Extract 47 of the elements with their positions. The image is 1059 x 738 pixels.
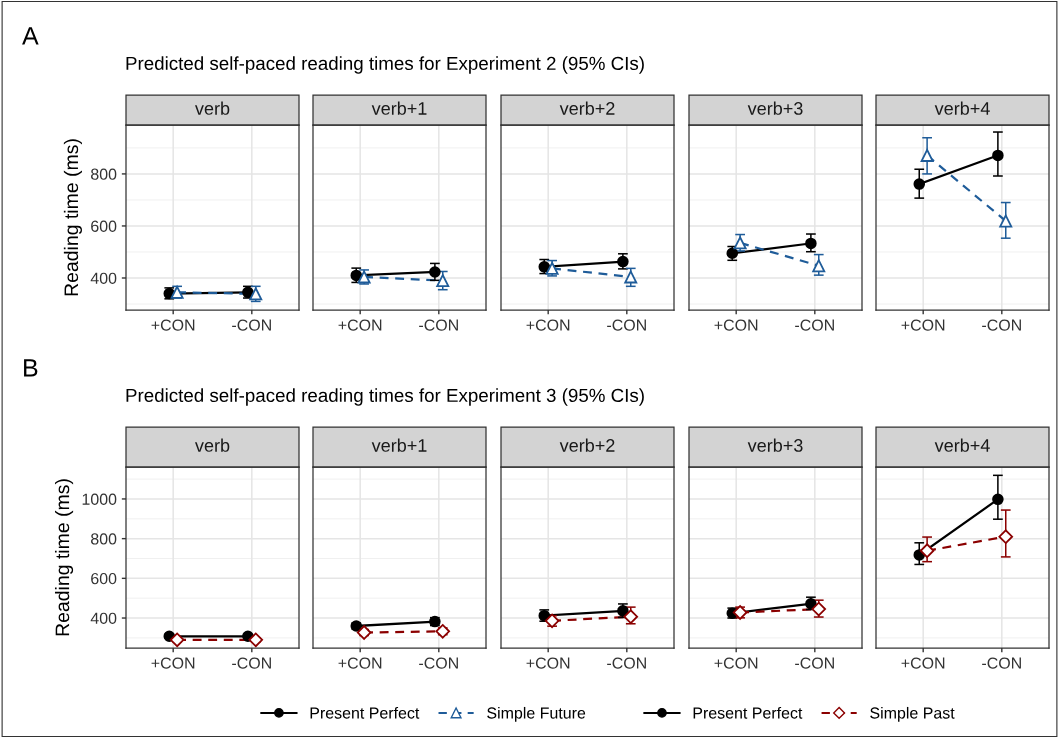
y-tick-label: 800: [91, 533, 117, 545]
chart-title: verb+2: [559, 438, 615, 452]
text: A: [22, 27, 39, 45]
chart-title: verb+3: [747, 101, 803, 115]
x-tick-label: -CON: [795, 657, 834, 669]
text: B: [24, 359, 38, 377]
x-tick-label: +CON: [151, 319, 195, 331]
x-tick-label: +CON: [338, 657, 382, 669]
y-tick-label: 600: [91, 572, 117, 585]
x-tick-label: -CON: [982, 657, 1021, 669]
chart-title: verb+4: [934, 101, 990, 115]
y-axis-title: Reading time (ms): [54, 479, 74, 636]
y-tick-label: 1000: [82, 493, 117, 505]
chart-title: verb+4: [934, 438, 990, 452]
x-tick-label: +CON: [901, 657, 945, 669]
x-tick-label: -CON: [607, 657, 646, 669]
x-tick-label: -CON: [419, 657, 458, 669]
y-tick-label: 400: [90, 272, 117, 284]
chart-title: verb: [195, 438, 230, 452]
x-tick-label: +CON: [526, 319, 570, 331]
x-tick-label: +CON: [151, 657, 195, 669]
y-tick-label: 400: [90, 612, 117, 624]
text: Predicted self-paced reading times for Experiment 2 (95% CIs): [126, 56, 644, 74]
legend-label: Simple Future: [487, 706, 586, 722]
x-tick-label: +CON: [714, 657, 758, 669]
y-tick-label: 800: [91, 168, 117, 180]
chart-title: verb+1: [371, 101, 427, 115]
x-tick-label: -CON: [607, 319, 646, 331]
chart-title: verb+1: [371, 438, 427, 452]
x-tick-label: -CON: [795, 319, 834, 331]
text: Predicted self-paced reading times for Experiment 3 (95% CIs): [126, 388, 644, 406]
x-tick-label: -CON: [419, 319, 458, 331]
y-tick-label: 600: [91, 220, 117, 232]
x-tick-label: +CON: [901, 319, 945, 331]
y-axis-title: Reading time (ms): [63, 139, 82, 296]
chart-title: verb+2: [559, 101, 615, 115]
x-tick-label: -CON: [232, 657, 271, 669]
legend-label: Present Perfect: [693, 706, 803, 719]
x-tick-label: +CON: [338, 319, 382, 331]
x-tick-label: -CON: [982, 319, 1021, 331]
x-tick-label: -CON: [232, 319, 271, 331]
x-tick-label: +CON: [526, 657, 570, 669]
legend-label: Simple Past: [870, 706, 955, 722]
chart-title: verb: [195, 101, 230, 115]
chart-title: verb+3: [747, 438, 803, 452]
x-tick-label: +CON: [714, 319, 758, 331]
legend-label: Present Perfect: [310, 706, 420, 719]
